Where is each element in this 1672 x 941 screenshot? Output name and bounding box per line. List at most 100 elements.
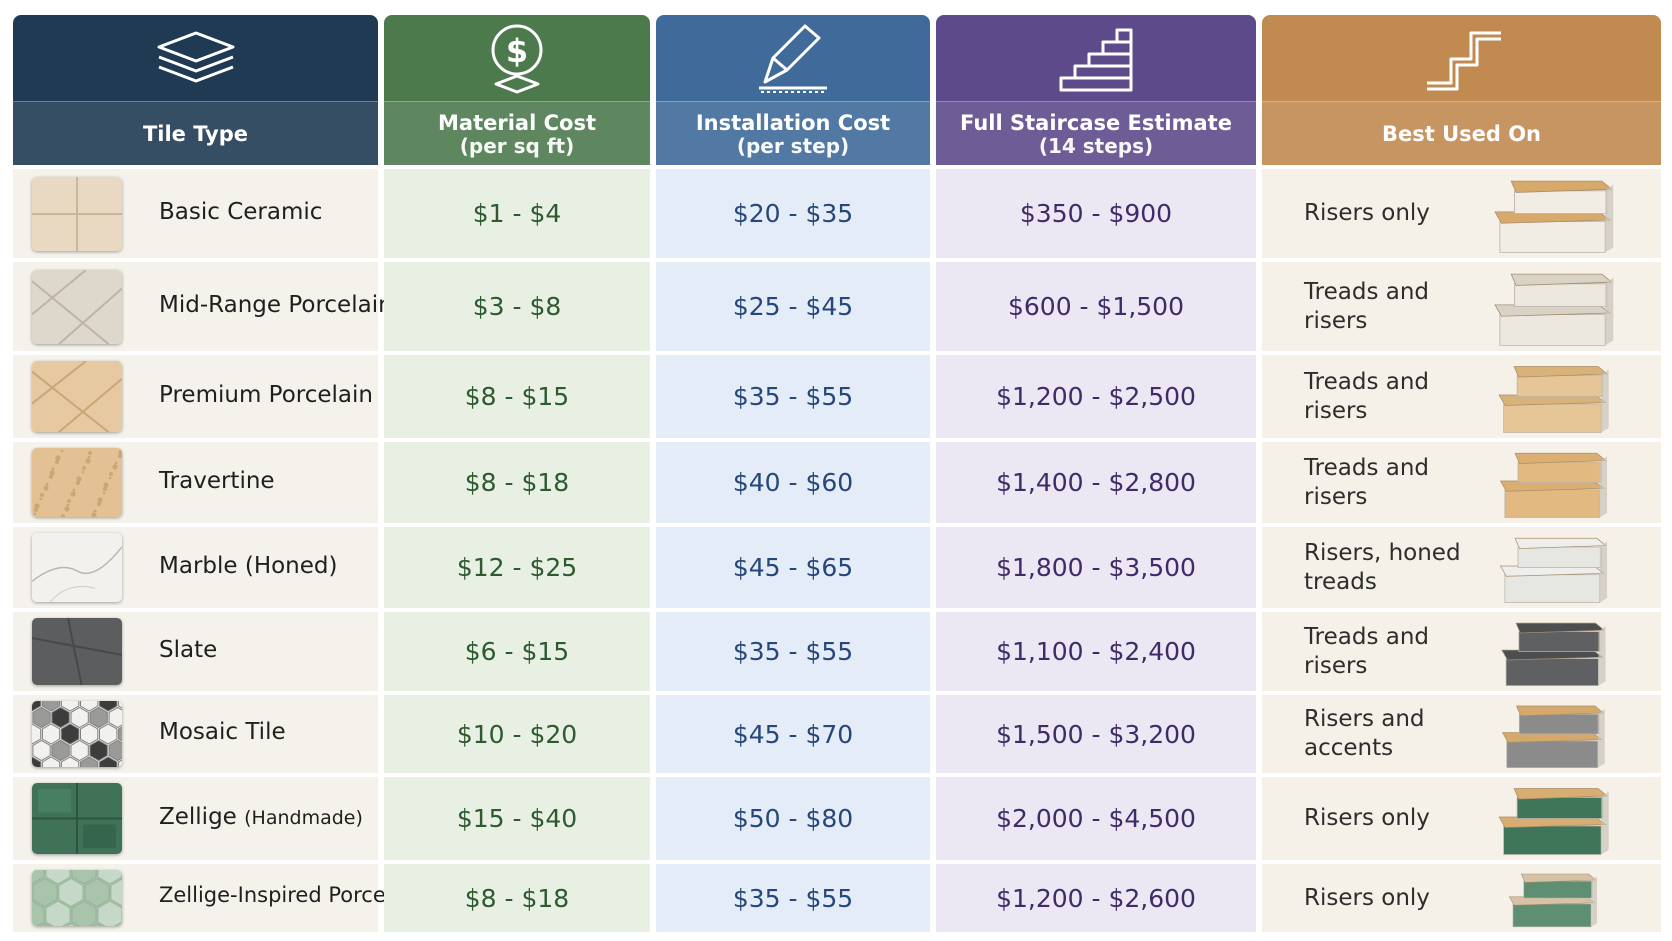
material-cost-value: $6 - $15 [464, 637, 570, 666]
tile-swatch-icon [32, 870, 122, 926]
material-cost-cell: $8 - $15 [384, 355, 650, 438]
material-cost-cell: $3 - $8 [384, 262, 650, 351]
installation-cost-cell: $20 - $35 [656, 169, 930, 258]
header-best-used-on-label: Best Used On [1381, 121, 1542, 146]
step-outline-icon [1262, 15, 1661, 101]
tile-swatch-icon [32, 269, 122, 344]
tile-type-label: Slate [159, 636, 218, 663]
best-used-on-cell: Risers only [1262, 777, 1661, 860]
stair-preview-icon [1468, 699, 1633, 775]
best-used-on-text: Risers only [1304, 199, 1430, 228]
full-estimate-value: $1,800 - $3,500 [996, 553, 1196, 582]
tile-type-name: Zellige (Handmade) [159, 804, 363, 830]
tile-type-name: Travertine [159, 468, 275, 494]
tile-type-name: Slate [159, 637, 217, 663]
tile-type-name: Marble (Honed) [159, 553, 338, 579]
best-used-on-line: risers [1304, 307, 1368, 334]
tile-swatch-icon [32, 176, 122, 251]
best-used-on-text: Treads and risers [1304, 454, 1429, 512]
best-used-on-cell: Risers, honed treads [1262, 527, 1661, 608]
best-used-on-text: Risers and accents [1304, 705, 1425, 763]
best-used-on-line: Risers only [1304, 805, 1430, 831]
stair-preview-icon [1468, 868, 1633, 934]
full-estimate-cell: $350 - $900 [936, 169, 1256, 258]
material-cost-value: $15 - $40 [456, 804, 578, 833]
best-used-on-line: Risers only [1304, 884, 1430, 911]
tile-type-name: Zellige-Inspired Porcelain [159, 883, 424, 907]
material-cost-cell: $8 - $18 [384, 864, 650, 932]
tile-type-cell: Slate [13, 612, 378, 691]
installation-cost-cell: $25 - $45 [656, 262, 930, 351]
tile-type-cell: Zellige-Inspired Porcelain [13, 864, 424, 932]
full-estimate-cell: $1,200 - $2,600 [936, 864, 1256, 932]
installation-cost-cell: $45 - $65 [656, 527, 930, 608]
full-estimate-value: $350 - $900 [1019, 199, 1173, 228]
best-used-on-line: Treads and [1304, 368, 1430, 395]
stair-preview-icon [1468, 266, 1633, 353]
header-full-estimate-label: Full Staircase Estimate [960, 110, 1232, 135]
material-cost-value: $12 - $25 [456, 553, 578, 582]
best-used-on-cell: Treads and risers [1262, 442, 1661, 523]
best-used-on-line: risers [1304, 483, 1368, 510]
full-estimate-value: $1,500 - $3,200 [996, 719, 1196, 749]
stair-preview-icon [1468, 359, 1633, 440]
best-used-on-cell: Treads and risers [1262, 355, 1661, 438]
material-cost-value: $8 - $15 [464, 382, 570, 411]
material-cost-value: $10 - $20 [456, 719, 578, 749]
material-cost-value: $3 - $8 [472, 292, 562, 321]
best-used-on-line: risers [1304, 652, 1368, 679]
stair-preview-icon [1468, 446, 1633, 525]
material-cost-value: $1 - $4 [472, 199, 562, 228]
best-used-on-text: Risers only [1304, 804, 1430, 833]
installation-cost-value: $25 - $45 [732, 292, 854, 321]
tile-type-suffix: (Handmade) [244, 806, 363, 829]
full-estimate-cell: $1,800 - $3,500 [936, 527, 1256, 608]
best-used-on-text: Treads and risers [1304, 623, 1429, 681]
full-estimate-cell: $1,500 - $3,200 [936, 695, 1256, 773]
best-used-on-cell: Treads and risers [1262, 262, 1661, 351]
installation-cost-value: $35 - $55 [732, 883, 854, 913]
tile-type-cell: Mosaic Tile [13, 695, 378, 773]
full-estimate-value: $1,100 - $2,400 [996, 637, 1196, 666]
tile-type-label: Marble (Honed) [159, 552, 338, 579]
staircase-icon [936, 15, 1256, 101]
installation-cost-value: $35 - $55 [732, 382, 854, 411]
tile-swatch-icon [32, 701, 122, 767]
header-installation-cost: Installation Cost (per step) [656, 15, 930, 165]
full-estimate-value: $1,400 - $2,800 [996, 468, 1196, 497]
full-estimate-value: $2,000 - $4,500 [996, 804, 1196, 833]
full-estimate-value: $1,200 - $2,500 [996, 382, 1196, 411]
installation-cost-value: $35 - $55 [732, 637, 854, 666]
full-estimate-cell: $2,000 - $4,500 [936, 777, 1256, 860]
header-full-estimate-unit: (14 steps) [1038, 133, 1154, 158]
installation-cost-cell: $35 - $55 [656, 612, 930, 691]
best-used-on-cell: Risers and accents [1262, 695, 1661, 773]
material-cost-cell: $1 - $4 [384, 169, 650, 258]
installation-cost-value: $45 - $70 [732, 719, 854, 749]
header-installation-cost-label: Installation Cost [695, 110, 891, 135]
tile-swatch-icon [32, 361, 122, 432]
tile-type-label: Basic Ceramic [159, 198, 323, 225]
material-cost-value: $8 - $18 [464, 468, 570, 497]
installation-cost-cell: $50 - $80 [656, 777, 930, 860]
tile-type-cell: Marble (Honed) [13, 527, 378, 608]
tile-type-label: Mid-Range Porcelain [159, 291, 393, 318]
header-material-cost-unit: (per sq ft) [459, 133, 575, 158]
tile-type-name: Mosaic Tile [159, 719, 286, 745]
tile-type-label: Premium Porcelain [159, 381, 373, 408]
svg-text:$: $ [506, 32, 528, 70]
best-used-on-cell: Risers only [1262, 864, 1661, 932]
full-estimate-value: $600 - $1,500 [1007, 292, 1184, 321]
best-used-on-line: treads [1304, 568, 1377, 595]
installation-cost-cell: $35 - $55 [656, 355, 930, 438]
installation-cost-value: $50 - $80 [732, 804, 854, 833]
header-best-used-on: Best Used On [1262, 15, 1661, 165]
best-used-on-text: Risers, honed treads [1304, 539, 1461, 597]
header-material-cost: $ Material Cost (per sq ft) [384, 15, 650, 165]
tile-type-cell: Basic Ceramic [13, 169, 378, 258]
tile-type-name: Mid-Range Porcelain [159, 292, 393, 318]
installation-cost-cell: $45 - $70 [656, 695, 930, 773]
full-estimate-cell: $1,400 - $2,800 [936, 442, 1256, 523]
header-tile-type: Tile Type [13, 15, 378, 165]
